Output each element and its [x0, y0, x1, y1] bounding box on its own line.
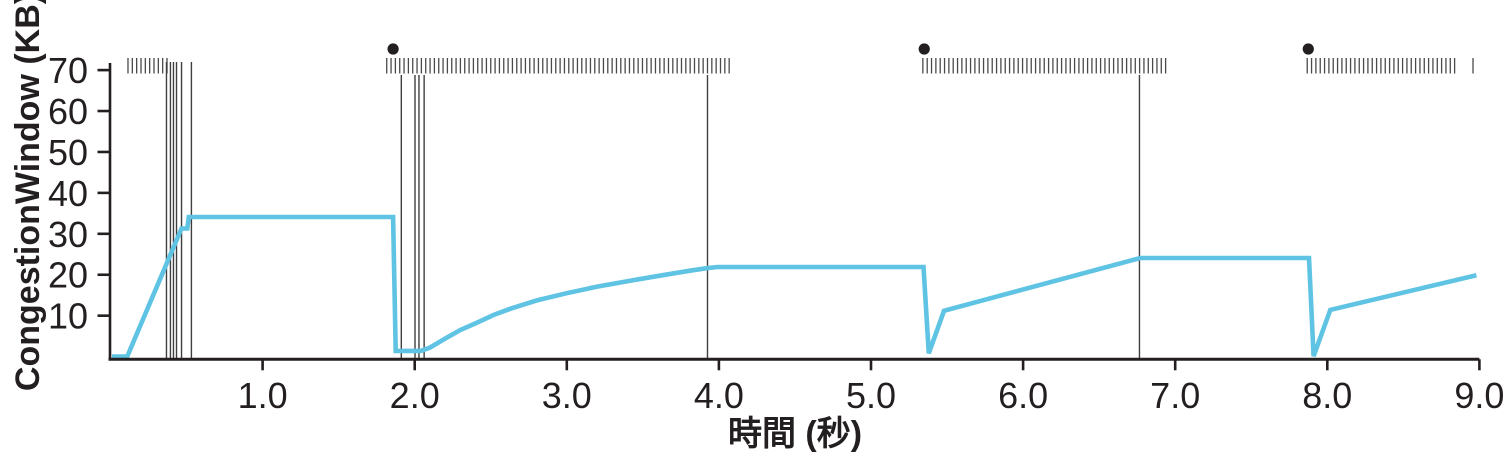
y-tick-label: 50: [48, 132, 88, 173]
x-tick-label: 9.0: [1454, 375, 1504, 416]
timeout-dot: [918, 43, 930, 55]
x-tick-label: 2.0: [390, 375, 440, 416]
y-tick-label: 10: [48, 296, 88, 337]
x-tick-label: 6.0: [998, 375, 1048, 416]
timeout-dot: [387, 43, 399, 55]
x-tick-label: 7.0: [1150, 375, 1200, 416]
x-tick-label: 5.0: [846, 375, 896, 416]
y-axis-title: CongestionWindow (KB): [9, 0, 47, 391]
congestion-window-line: [112, 214, 1477, 359]
axes: [97, 63, 1481, 371]
transmission-marks: [127, 58, 1474, 74]
y-tick-label: 70: [48, 50, 88, 91]
x-tick-label: 8.0: [1302, 375, 1352, 416]
y-tick-label: 30: [48, 214, 88, 255]
y-tick-label: 40: [48, 173, 88, 214]
retransmit-lines: [165, 62, 1141, 360]
timeout-dots: [387, 43, 1314, 55]
y-tick-label: 20: [48, 255, 88, 296]
x-tick-label: 4.0: [694, 375, 744, 416]
x-tick-label: 1.0: [238, 375, 288, 416]
x-tick-label: 3.0: [542, 375, 592, 416]
y-tick-label: 60: [48, 91, 88, 132]
x-axis-title: 時間 (秒): [728, 415, 862, 453]
timeout-dot: [1302, 43, 1314, 55]
